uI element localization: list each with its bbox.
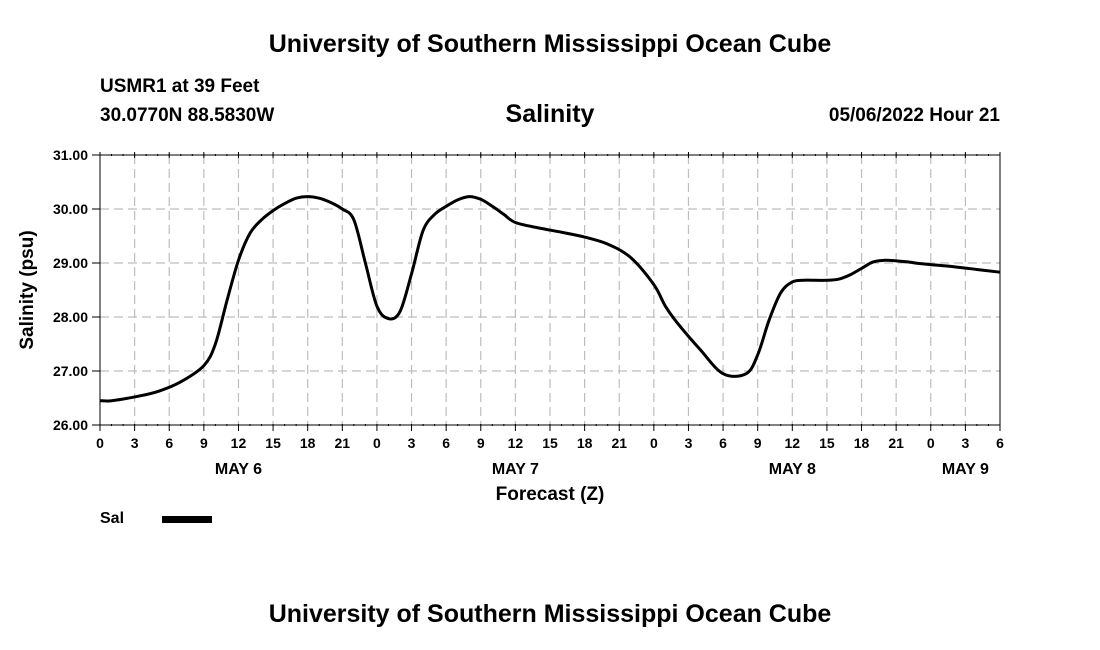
chart-labels: 0 3 6 9 12 15 18 21 0 3 6 9 12 15 18 21 0 3 6 9 12 15 18 21 0 3 6 2… [17,147,1004,505]
x-tick-label: 9 [200,435,208,451]
plot-frame [99,154,1001,426]
day-label: MAY 6 [215,461,262,478]
y-tick-label: 31.00 [53,147,88,163]
x-tick-label: 21 [611,435,627,451]
station-label: USMR1 at 39 Feet [100,76,260,97]
x-tick-label: 0 [650,435,658,451]
y-tick-label: 30.00 [53,201,88,217]
chart-subtitle: Salinity [505,100,595,128]
y-tick-label: 28.00 [53,309,88,325]
chart-series [99,195,1001,403]
x-tick-label: 12 [508,435,524,451]
datetime-label: 05/06/2022 Hour 21 [828,105,1000,126]
x-tick-label: 9 [754,435,762,451]
x-tick-label: 3 [961,435,969,451]
x-tick-label: 18 [854,435,870,451]
x-tick-label: 0 [96,435,104,451]
x-tick-label: 3 [685,435,693,451]
footer-title: University of Southern Mississippi Ocean… [268,600,832,628]
page-title: University of Southern Mississippi Ocean… [268,30,832,58]
x-tick-label: 21 [888,435,904,451]
legend-swatch [162,516,212,523]
day-label: MAY 7 [492,461,539,478]
x-tick-label: 18 [300,435,316,451]
x-tick-label: 12 [231,435,247,451]
x-tick-label: 6 [719,435,727,451]
chart-grid [100,155,1000,425]
x-tick-label: 3 [131,435,139,451]
y-tick-label: 29.00 [53,255,88,271]
x-tick-label: 15 [542,435,558,451]
y-tick-label: 27.00 [53,363,88,379]
day-label: MAY 9 [942,461,989,478]
coordinates-label: 30.0770N 88.5830W [100,105,275,126]
x-tick-label: 6 [165,435,173,451]
x-tick-label: 0 [373,435,381,451]
x-tick-label: 0 [927,435,935,451]
y-axis-title: Salinity (psu) [17,230,38,349]
x-tick-label: 15 [265,435,281,451]
legend-label: Sal [100,510,125,527]
x-axis-title: Forecast (Z) [496,484,605,505]
x-tick-label: 6 [442,435,450,451]
x-tick-label: 9 [477,435,485,451]
x-tick-label: 15 [819,435,835,451]
series-line-salinity [99,195,1001,403]
x-tick-label: 6 [996,435,1004,451]
x-tick-label: 3 [408,435,416,451]
y-tick-label: 26.00 [53,417,88,433]
day-label: MAY 8 [769,461,816,478]
x-tick-label: 21 [335,435,351,451]
x-tick-label: 12 [785,435,801,451]
x-tick-label: 18 [577,435,593,451]
